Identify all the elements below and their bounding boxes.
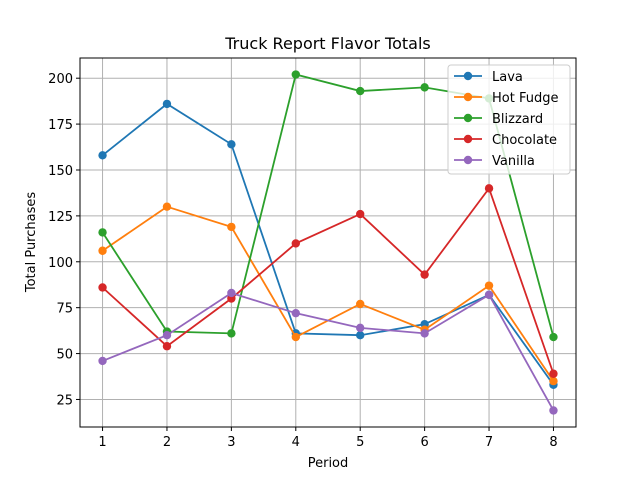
legend-swatch-marker [463, 155, 473, 165]
y-axis: 25 50 75 100 125 150 175 200 [48, 72, 80, 408]
x-tick-label: 3 [227, 435, 235, 450]
legend: Lava Hot Fudge Blizzard Chocolate Vanilla [447, 64, 571, 175]
data-point [227, 329, 236, 338]
data-point [356, 86, 365, 96]
legend-swatch-marker [463, 92, 473, 102]
data-point [484, 184, 494, 193]
data-point [98, 283, 107, 292]
y-tick-label: 75 [56, 302, 73, 317]
x-axis-label: Period [308, 456, 349, 471]
data-point [549, 376, 558, 386]
data-point [162, 331, 172, 340]
series-line [101, 102, 555, 386]
data-point [549, 332, 558, 342]
legend-label: Blizzard [492, 112, 543, 127]
data-point [549, 406, 558, 415]
series-vanilla [98, 288, 558, 415]
data-point [227, 288, 236, 298]
x-axis: 1 2 3 4 5 6 7 8 [98, 427, 558, 450]
legend-swatch-marker [463, 113, 473, 123]
legend-item: Vanilla [454, 154, 535, 169]
x-tick-label: 7 [485, 435, 493, 450]
data-point [420, 329, 429, 338]
series-layer [98, 70, 558, 415]
data-point [227, 140, 236, 149]
data-point [162, 202, 172, 211]
data-point [162, 342, 172, 351]
legend-item: Blizzard [454, 112, 543, 127]
data-point [98, 356, 107, 366]
x-tick-label: 1 [98, 435, 106, 450]
x-tick-label: 2 [163, 435, 171, 450]
y-tick-label: 125 [48, 210, 73, 225]
legend-swatch-marker [463, 134, 473, 144]
x-tick-label: 8 [549, 435, 557, 450]
y-tick-label: 50 [56, 348, 73, 363]
data-point [356, 299, 365, 309]
data-point [356, 209, 365, 219]
data-point [420, 270, 429, 279]
data-point [98, 246, 107, 255]
legend-label: Hot Fudge [492, 91, 558, 106]
chart-title: Truck Report Flavor Totals [224, 34, 431, 53]
series-line [101, 186, 555, 375]
plot-frame [79, 57, 577, 428]
data-point [98, 151, 107, 160]
legend-box [447, 64, 571, 175]
data-point [549, 369, 558, 378]
data-point [291, 239, 300, 248]
legend-label: Chocolate [492, 133, 557, 148]
data-point [291, 70, 300, 79]
y-tick-label: 175 [48, 118, 73, 133]
legend-item: Chocolate [454, 133, 557, 148]
x-tick-label: 6 [420, 435, 428, 450]
x-tick-label: 4 [292, 435, 300, 450]
data-point [162, 99, 172, 109]
legend-item: Hot Fudge [454, 91, 558, 106]
y-tick-label: 100 [48, 256, 73, 271]
data-point [227, 222, 236, 232]
data-point [291, 308, 300, 318]
series-line [102, 291, 555, 411]
data-point [291, 332, 300, 342]
legend-swatch-marker [463, 71, 473, 81]
data-point [484, 281, 494, 290]
data-point [98, 228, 107, 237]
data-point [356, 323, 365, 333]
data-point [356, 331, 365, 340]
y-tick-label: 150 [48, 164, 73, 179]
legend-label: Lava [492, 70, 523, 85]
y-tick-label: 200 [48, 72, 73, 87]
x-tick-label: 5 [356, 435, 364, 450]
legend-item: Lava [454, 70, 523, 85]
y-tick-label: 25 [56, 393, 73, 408]
y-axis-label: Total Purchases [24, 192, 39, 294]
data-point [420, 83, 429, 92]
legend-label: Vanilla [492, 154, 535, 169]
data-point [484, 290, 494, 300]
